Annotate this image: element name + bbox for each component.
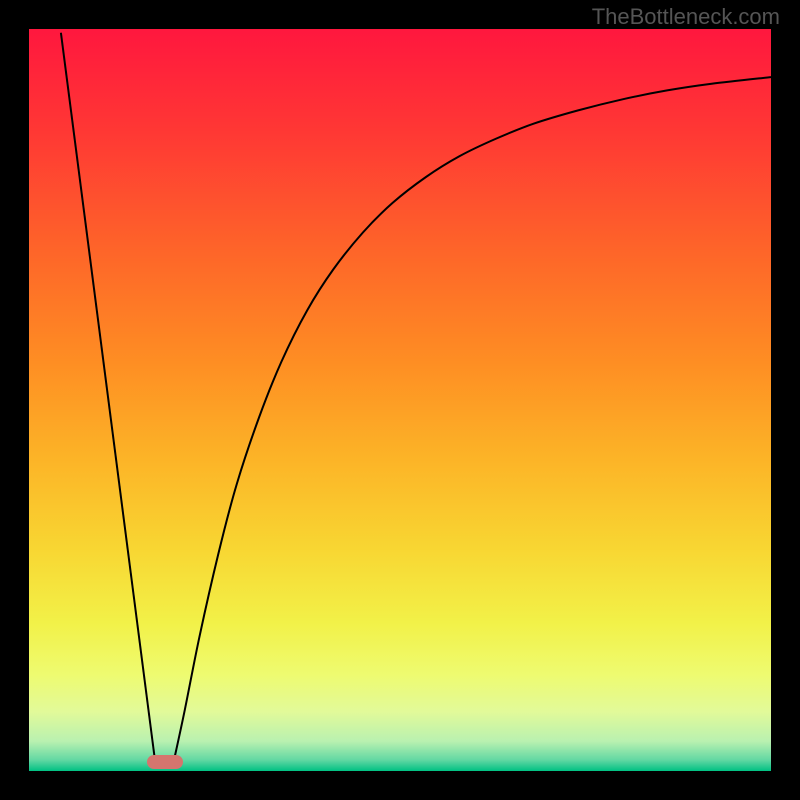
minimum-marker (147, 755, 183, 769)
right-curve (174, 77, 771, 762)
left-line (61, 33, 155, 762)
plot-area (29, 29, 771, 769)
watermark-text: TheBottleneck.com (592, 4, 780, 30)
chart-lines (29, 29, 771, 769)
